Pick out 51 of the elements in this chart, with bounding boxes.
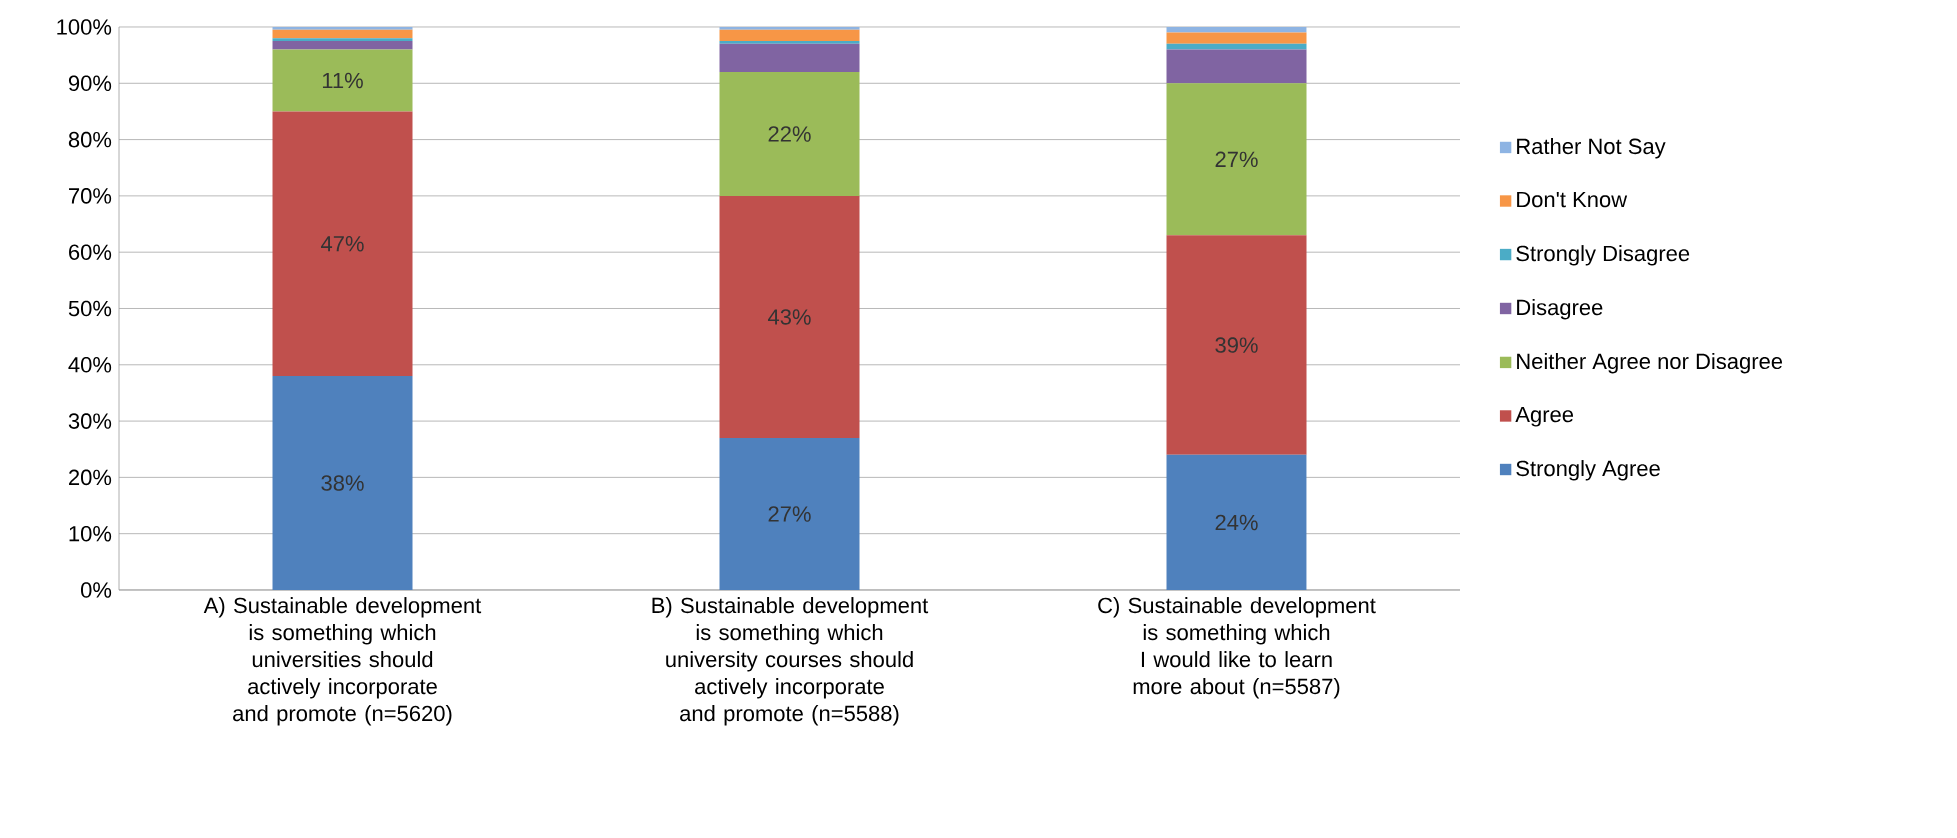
data-label: 27% <box>768 506 811 522</box>
y-tick-label: 60% <box>69 244 112 260</box>
data-label: 39% <box>1215 337 1258 353</box>
bar <box>272 111 413 377</box>
data-label: 22% <box>768 126 811 142</box>
y-tick-label: 10% <box>69 525 112 542</box>
data-label: 38% <box>321 475 364 491</box>
legend-label: Strongly Disagree <box>1516 245 1690 266</box>
bar <box>1166 49 1307 84</box>
bar <box>272 26 413 30</box>
bar <box>719 72 860 196</box>
bar <box>272 376 413 590</box>
y-tick-label: 30% <box>68 413 112 429</box>
bar <box>719 29 860 42</box>
y-tick-label: 0% <box>81 582 112 598</box>
x-tick-label: A) Sustainable development is something which universities should actively incorporate and promote (n=5620) <box>203 597 482 726</box>
y-tick-label: 50% <box>68 300 112 317</box>
bar <box>1166 83 1307 236</box>
data-label: 27% <box>1215 151 1258 168</box>
bar <box>1166 43 1307 50</box>
bar <box>272 41 413 50</box>
bar <box>1166 26 1307 33</box>
bar <box>719 26 860 30</box>
y-tick-label: 100% <box>57 19 112 35</box>
y-tick-label: 80% <box>68 131 112 148</box>
legend-label: Agree <box>1515 406 1574 427</box>
legend-label: Disagree <box>1517 299 1603 320</box>
bar <box>719 195 860 438</box>
x-tick-label: B) Sustainable development is something which university courses should actively incorporate and promote (n=5588) <box>652 597 929 726</box>
y-tick-label: 70% <box>69 188 112 204</box>
y-tick-label: 20% <box>69 469 112 486</box>
bar <box>1166 235 1307 455</box>
x-tick-label: C) Sustainable development is something which I would like to learn more about (n=5587) <box>1098 597 1376 699</box>
bar <box>719 43 860 73</box>
data-label: 24% <box>1215 514 1258 531</box>
data-label: 43% <box>768 309 811 325</box>
y-tick-label: 40% <box>68 357 112 373</box>
bar <box>272 38 413 42</box>
legend-label: Rather Not Say <box>1517 138 1666 159</box>
legend-label: Strongly Agree <box>1516 460 1660 481</box>
legend-label: Neither Agree nor Disagree <box>1517 352 1783 374</box>
bar <box>1166 32 1307 44</box>
bar <box>272 29 413 39</box>
data-label: 47% <box>321 236 364 252</box>
bar <box>272 49 413 112</box>
bar <box>1166 454 1307 590</box>
legend-label: Don't Know <box>1517 191 1628 208</box>
data-label: 11% <box>322 72 363 89</box>
y-tick-label: 90% <box>68 75 112 92</box>
bar <box>719 41 860 44</box>
bar <box>719 437 860 590</box>
